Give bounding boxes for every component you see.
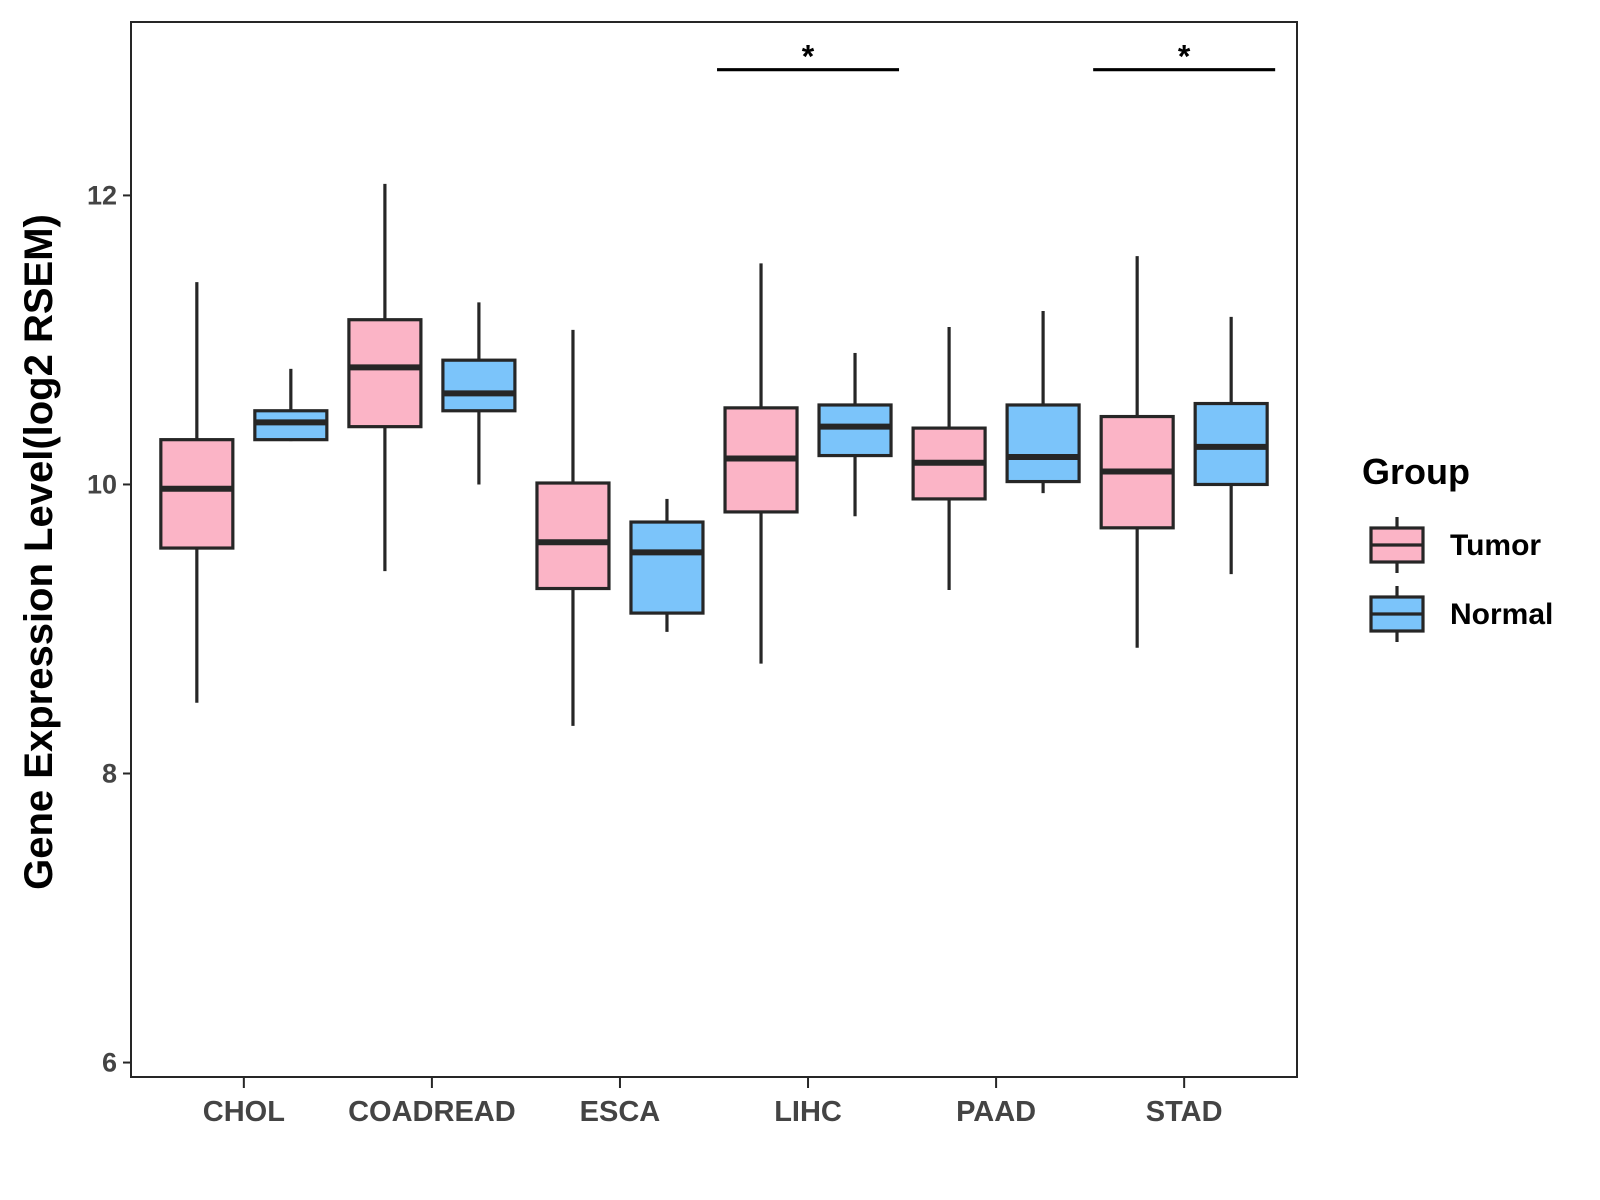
box-iqr [1005, 403, 1081, 484]
box-normal-paad [1005, 311, 1081, 494]
y-tick-label-8: 8 [102, 759, 117, 789]
legend-label-tumor: Tumor [1450, 529, 1541, 562]
legend-item-tumor: Tumor [1369, 517, 1541, 573]
box-tumor-esca [535, 329, 611, 726]
box-tumor-lihc [723, 263, 799, 664]
x-tick-label-coadread: COADREAD [348, 1096, 516, 1128]
x-tick-label-paad: PAAD [956, 1096, 1036, 1128]
box-normal-chol [253, 368, 329, 442]
y-tick-label-12: 12 [87, 180, 117, 210]
box-iqr [817, 403, 893, 458]
box-iqr [535, 481, 611, 591]
x-tick-label-lihc: LIHC [774, 1096, 842, 1128]
significance-label-lihc: * [802, 39, 815, 75]
legend-item-normal: Normal [1369, 586, 1553, 642]
y-tick-label-10: 10 [87, 469, 117, 499]
axes: 6 8 10 12 CHOL COADREAD ESCA LIHC PAAD STAD [87, 21, 1298, 1128]
box-iqr [629, 520, 705, 615]
box-normal-stad [1193, 316, 1269, 575]
y-tick-label-6: 6 [102, 1048, 117, 1078]
legend-label-normal: Normal [1450, 598, 1553, 631]
legend-title: Group [1362, 451, 1470, 492]
significance-label-stad: * [1178, 39, 1191, 75]
box-iqr [347, 318, 423, 429]
y-axis-label: Gene Expression Level(log2 RSEM) [17, 214, 61, 890]
box-tumor-chol [159, 282, 235, 703]
box-iqr [441, 358, 517, 413]
plot-area: * * [159, 39, 1276, 726]
box-tumor-stad [1099, 256, 1175, 648]
box-normal-esca [629, 498, 705, 632]
box-tumor-paad [911, 326, 987, 590]
box-normal-lihc [817, 352, 893, 517]
x-tick-label-chol: CHOL [203, 1096, 285, 1128]
x-tick-label-esca: ESCA [580, 1096, 661, 1128]
plot-panel-border [130, 21, 1298, 1078]
box-normal-coadread [441, 302, 517, 485]
box-iqr [159, 438, 235, 550]
legend: Group Tumor Normal [1362, 451, 1553, 642]
box-tumor-coadread [347, 183, 423, 572]
x-tick-label-stad: STAD [1146, 1096, 1223, 1128]
